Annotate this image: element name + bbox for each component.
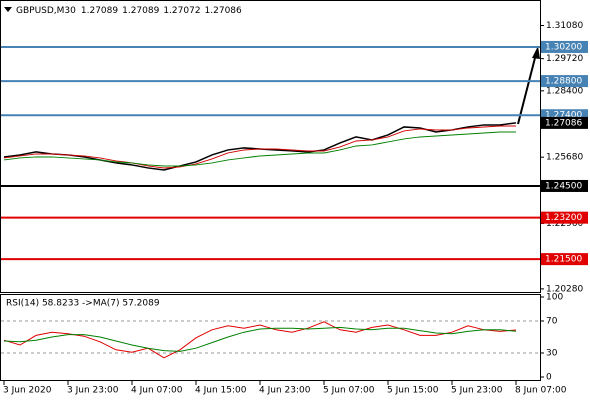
y-tick-label: 1.31080 bbox=[546, 21, 583, 31]
line-series bbox=[3, 125, 516, 169]
x-tick-label: 5 Jun 07:00 bbox=[323, 386, 375, 396]
level-label: 1.27400 bbox=[545, 111, 582, 121]
level-label: 1.21500 bbox=[545, 255, 582, 265]
y-tick-label: 70 bbox=[546, 317, 558, 327]
menu-arrow bbox=[4, 7, 12, 12]
last-price-label: 1.27086 bbox=[545, 118, 582, 128]
arrow bbox=[517, 53, 537, 125]
level-label: 1.24500 bbox=[545, 181, 582, 191]
y-tick-label: 0 bbox=[546, 373, 552, 383]
level-label: 1.28800 bbox=[545, 77, 582, 87]
y-tick-label: 1.28400 bbox=[546, 86, 583, 96]
level-label-bg bbox=[541, 75, 588, 88]
x-tick-label: 4 Jun 23:00 bbox=[259, 386, 311, 396]
x-tick-label: 5 Jun 23:00 bbox=[451, 386, 503, 396]
x-tick-label: 5 Jun 15:00 bbox=[387, 386, 439, 396]
level-label-bg bbox=[541, 179, 588, 192]
last-price-bg bbox=[541, 116, 588, 129]
x-tick-label: 4 Jun 15:00 bbox=[195, 386, 247, 396]
y-tick-label: 1.20280 bbox=[546, 284, 583, 294]
x-tick-label: 3 Jun 23:00 bbox=[67, 386, 119, 396]
price-panel bbox=[0, 0, 541, 293]
level-label-bg bbox=[541, 40, 588, 53]
arrow-head bbox=[532, 46, 540, 59]
x-tick-label: 4 Jun 07:00 bbox=[131, 386, 183, 396]
quote: 1.27089 bbox=[81, 6, 118, 16]
x-tick-label: 8 Jun 07:00 bbox=[515, 386, 567, 396]
level-label-bg bbox=[541, 211, 588, 224]
y-tick-label: 1.25680 bbox=[546, 153, 583, 163]
level-label: 1.30200 bbox=[545, 42, 582, 52]
quote: 1.27072 bbox=[163, 6, 200, 16]
rsi-title: RSI(14) 58.8233 ->MA(7) 57.2089 bbox=[6, 299, 160, 309]
level-label-bg bbox=[541, 253, 588, 266]
y-tick-label: 1.29720 bbox=[546, 54, 583, 64]
header: GBPUSD,M30 1.27089 1.27089 1.27072 1.27086 bbox=[16, 6, 242, 16]
line-series bbox=[3, 321, 517, 359]
y-tick-label: 1.22960 bbox=[546, 219, 583, 229]
quote: 1.27089 bbox=[122, 6, 159, 16]
line-series bbox=[3, 326, 517, 352]
y-tick-label: 100 bbox=[546, 293, 563, 303]
level-label: 1.23200 bbox=[545, 213, 582, 223]
y-tick-label: 30 bbox=[546, 349, 558, 359]
x-tick-label: 3 Jun 2020 bbox=[3, 386, 52, 396]
line-series bbox=[3, 131, 516, 167]
rsi-panel bbox=[0, 294, 541, 381]
symbol: GBPUSD,M30 bbox=[16, 6, 76, 16]
quote: 1.27086 bbox=[205, 6, 242, 16]
